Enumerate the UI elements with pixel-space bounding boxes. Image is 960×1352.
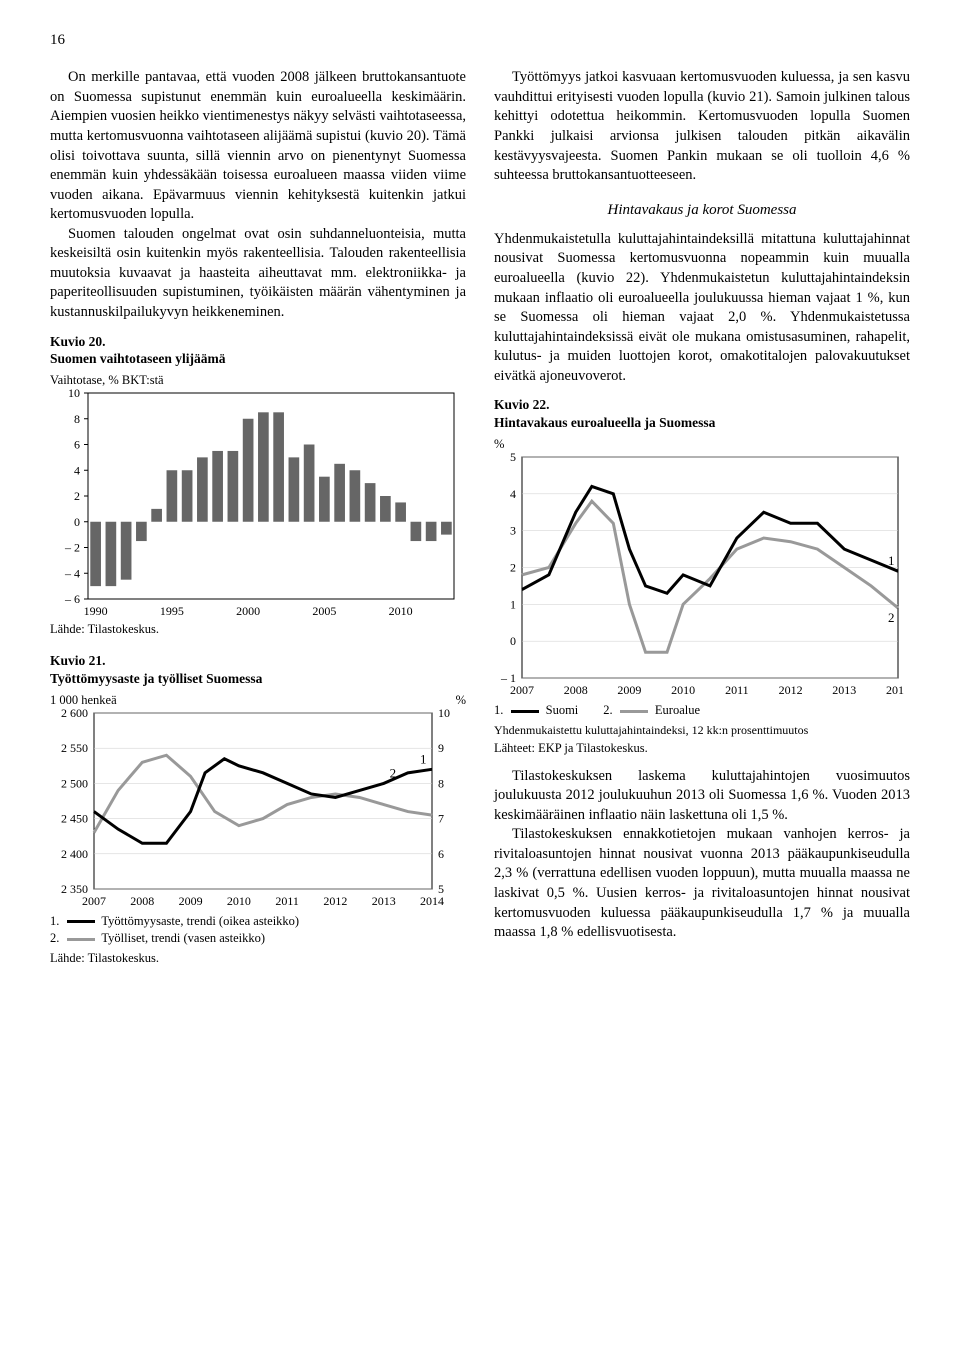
svg-text:0: 0 <box>510 634 516 648</box>
svg-text:1995: 1995 <box>160 604 184 618</box>
svg-text:2000: 2000 <box>236 604 260 618</box>
chart21-source: Lähde: Tilastokeskus. <box>50 950 466 967</box>
left-p2: Suomen talouden ongelmat ovat osin suhda… <box>50 225 466 323</box>
chart21-legend: 1. Työttömyysaste, trendi (oikea asteikk… <box>50 913 466 948</box>
chart-22: Kuvio 22. Hintavakaus euroalueella ja Su… <box>494 396 910 756</box>
svg-text:1: 1 <box>510 597 516 611</box>
svg-text:0: 0 <box>74 515 80 529</box>
svg-text:6: 6 <box>438 847 444 861</box>
svg-text:2: 2 <box>888 610 895 625</box>
right-p1: Työttömyys jatkoi kasvuaan kertomusvuode… <box>494 68 910 185</box>
chart20-source: Lähde: Tilastokeskus. <box>50 621 466 638</box>
svg-text:2 450: 2 450 <box>61 811 88 825</box>
svg-text:– 4: – 4 <box>64 566 80 580</box>
svg-text:2007: 2007 <box>82 894 106 908</box>
svg-text:4: 4 <box>510 487 516 501</box>
svg-text:2: 2 <box>510 561 516 575</box>
page-number: 16 <box>50 30 910 50</box>
svg-text:5: 5 <box>510 453 516 464</box>
svg-text:2008: 2008 <box>564 683 588 697</box>
chart22-subtitle: Hintavakaus euroalueella ja Suomessa <box>494 414 910 432</box>
svg-text:3: 3 <box>510 524 516 538</box>
svg-text:2011: 2011 <box>725 683 749 697</box>
svg-text:2013: 2013 <box>832 683 856 697</box>
right-p3: Tilastokeskuksen laskema kuluttajahintoj… <box>494 767 910 826</box>
chart20-ylabel: Vaihtotase, % BKT:stä <box>50 372 466 389</box>
svg-text:9: 9 <box>438 741 444 755</box>
svg-text:2012: 2012 <box>323 894 347 908</box>
svg-text:2010: 2010 <box>227 894 251 908</box>
chart20-plot: – 6 – 4 – 2 0 2 4 6 8 10 1990 1995 2000 2005 2010 <box>50 389 466 619</box>
svg-text:2011: 2011 <box>275 894 299 908</box>
chart-20: Kuvio 20. Suomen vaihtotaseen ylijäämä V… <box>50 333 466 639</box>
chart21-ylabel-left: 1 000 henkeä <box>50 692 117 709</box>
svg-text:2 400: 2 400 <box>61 847 88 861</box>
svg-text:2: 2 <box>74 489 80 503</box>
right-column: Työttömyys jatkoi kasvuaan kertomusvuode… <box>494 68 910 972</box>
svg-text:2 600: 2 600 <box>61 709 88 720</box>
left-column: On merkille pantavaa, että vuoden 2008 j… <box>50 68 466 972</box>
svg-text:2 550: 2 550 <box>61 741 88 755</box>
chart-21: Kuvio 21. Työttömyysaste ja työlliset Su… <box>50 652 466 967</box>
svg-text:2012: 2012 <box>779 683 803 697</box>
svg-text:2: 2 <box>390 765 397 780</box>
svg-text:6: 6 <box>74 438 80 452</box>
chart21-title: Kuvio 21. <box>50 652 466 670</box>
svg-text:8: 8 <box>74 412 80 426</box>
right-heading: Hintavakaus ja korot Suomessa <box>494 200 910 220</box>
svg-text:2005: 2005 <box>312 604 336 618</box>
chart22-plot: – 10123452007200820092010201120122013201… <box>494 453 910 698</box>
svg-text:1: 1 <box>888 553 895 568</box>
svg-text:10: 10 <box>438 709 450 720</box>
svg-text:1: 1 <box>420 751 427 766</box>
svg-text:2010: 2010 <box>671 683 695 697</box>
chart21-ylabel-right: % <box>456 692 466 709</box>
svg-text:2009: 2009 <box>179 894 203 908</box>
svg-text:1990: 1990 <box>84 604 108 618</box>
chart22-title: Kuvio 22. <box>494 396 910 414</box>
svg-text:– 2: – 2 <box>64 541 80 555</box>
svg-text:– 6: – 6 <box>64 592 80 606</box>
two-column-layout: On merkille pantavaa, että vuoden 2008 j… <box>50 68 910 972</box>
left-p1: On merkille pantavaa, että vuoden 2008 j… <box>50 68 466 225</box>
svg-text:2 500: 2 500 <box>61 776 88 790</box>
chart22-note: Yhdenmukaistettu kuluttajahintaindeksi, … <box>494 722 910 738</box>
chart20-title: Kuvio 20. <box>50 333 466 351</box>
chart22-source: Lähteet: EKP ja Tilastokeskus. <box>494 740 910 757</box>
svg-text:2014: 2014 <box>420 894 444 908</box>
svg-text:2008: 2008 <box>130 894 154 908</box>
svg-text:2013: 2013 <box>372 894 396 908</box>
svg-text:2009: 2009 <box>617 683 641 697</box>
svg-text:2007: 2007 <box>510 683 534 697</box>
svg-text:8: 8 <box>438 776 444 790</box>
svg-text:2014: 2014 <box>886 683 904 697</box>
chart21-subtitle: Työttömyysaste ja työlliset Suomessa <box>50 670 466 688</box>
svg-text:10: 10 <box>68 389 80 400</box>
right-p2: Yhdenmukaistetulla kuluttajahintaindeksi… <box>494 230 910 387</box>
chart22-legend: 1. Suomi 2. Euroalue <box>494 702 910 720</box>
chart20-subtitle: Suomen vaihtotaseen ylijäämä <box>50 350 466 368</box>
svg-text:2010: 2010 <box>389 604 413 618</box>
svg-text:7: 7 <box>438 811 444 825</box>
chart21-plot: 2 3502 4002 4502 5002 5502 6005678910200… <box>50 709 466 909</box>
svg-text:4: 4 <box>74 463 80 477</box>
chart22-ylabel: % <box>494 436 910 453</box>
right-p4: Tilastokeskuksen ennakkotietojen mukaan … <box>494 825 910 942</box>
